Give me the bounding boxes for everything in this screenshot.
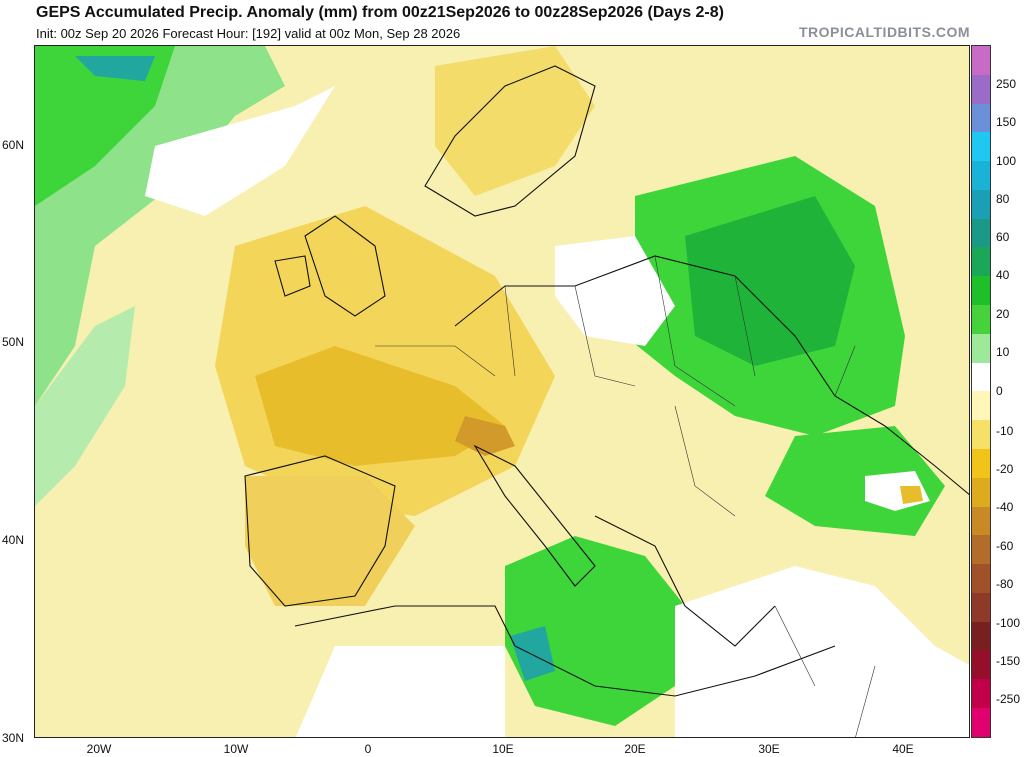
colorbar-swatch (972, 592, 990, 622)
atlantic-wet-south (35, 306, 135, 506)
colorbar-label: 60 (996, 230, 1010, 244)
lon-label-10e: 10E (492, 742, 514, 756)
lat-label-40n: 40N (2, 533, 25, 547)
coastlines (244, 65, 969, 697)
colorbar-swatch (972, 420, 990, 449)
colorbar-swatch (972, 448, 990, 478)
lat-label-30n: 30N (2, 731, 25, 745)
precip-anomaly-map (34, 45, 970, 738)
atlantic-cyan-spot (75, 56, 155, 81)
atlantic-neutral-patch (145, 86, 335, 216)
colorbar-swatch (972, 132, 990, 162)
colorbar-swatch (972, 189, 990, 219)
colorbar-swatch (972, 707, 990, 737)
colorbar-label: -10 (996, 424, 1014, 438)
map-canvas (35, 46, 969, 737)
colorbar-swatch (972, 362, 990, 392)
colorbar-swatch (972, 391, 990, 421)
colorbar-label: 0 (996, 384, 1003, 398)
lon-label-30e: 30E (758, 742, 780, 756)
colorbar-swatch (972, 74, 990, 104)
colorbar-label: -60 (996, 539, 1014, 553)
iberia-dry (245, 476, 415, 606)
colorbar-label: 100 (996, 154, 1017, 168)
colorbar-swatch (972, 333, 990, 363)
colorbar-label: -20 (996, 462, 1014, 476)
lat-label-60n: 60N (2, 138, 25, 152)
north-africa-neutral (295, 646, 505, 737)
alps-dry-core (455, 416, 515, 456)
france-alps-dry (255, 346, 505, 466)
colorbar-swatch (972, 679, 990, 708)
colorbar-swatch (972, 276, 990, 306)
colorbar-swatch (972, 535, 990, 565)
colorbar-label: -250 (996, 692, 1021, 706)
country-borders (375, 255, 876, 737)
colorbar-swatch (972, 103, 990, 133)
lon-label-10w: 10W (223, 742, 249, 756)
atlantic-wet-core (35, 46, 175, 206)
lon-label-0: 0 (364, 742, 372, 756)
colorbar-swatch (972, 46, 990, 75)
colorbar-swatch (972, 305, 990, 334)
colorbar-label: 150 (996, 115, 1017, 129)
map-subtitle: Init: 00z Sep 20 2026 Forecast Hour: [19… (36, 26, 461, 41)
colorbar-label: -80 (996, 577, 1014, 591)
middle-east-neutral (675, 566, 969, 737)
lon-label-20w: 20W (86, 742, 112, 756)
tunisia-cyan-spot (510, 626, 555, 681)
lon-label-20e: 20E (624, 742, 646, 756)
scandinavia-dry (435, 46, 595, 196)
colorbar (971, 45, 991, 738)
colorbar-swatch (972, 477, 990, 507)
lat-label-50n: 50N (2, 335, 25, 349)
colorbar-label: -150 (996, 654, 1021, 668)
colorbar-swatch (972, 621, 990, 651)
colorbar-swatch (972, 218, 990, 248)
brand-watermark: TROPICALTIDBITS.COM (798, 24, 970, 40)
colorbar-swatch (972, 161, 990, 190)
poland-neutral (555, 236, 675, 346)
colorbar-label: 40 (996, 268, 1010, 282)
colorbar-label: 20 (996, 307, 1010, 321)
colorbar-label: -40 (996, 500, 1014, 514)
caucasus-dry-spot (900, 486, 923, 504)
colorbar-swatch (972, 650, 990, 680)
colorbar-label: 10 (996, 345, 1010, 359)
colorbar-label: -100 (996, 616, 1021, 630)
colorbar-swatch (972, 564, 990, 593)
colorbar-label: 80 (996, 192, 1010, 206)
central-med-wet (505, 536, 685, 726)
lon-label-40e: 40E (892, 742, 914, 756)
colorbar-swatch (972, 247, 990, 277)
eastern-europe-wet-core (685, 196, 855, 366)
map-title: GEPS Accumulated Precip. Anomaly (mm) fr… (36, 4, 724, 21)
colorbar-label: 250 (996, 77, 1017, 91)
colorbar-swatch (972, 506, 990, 536)
